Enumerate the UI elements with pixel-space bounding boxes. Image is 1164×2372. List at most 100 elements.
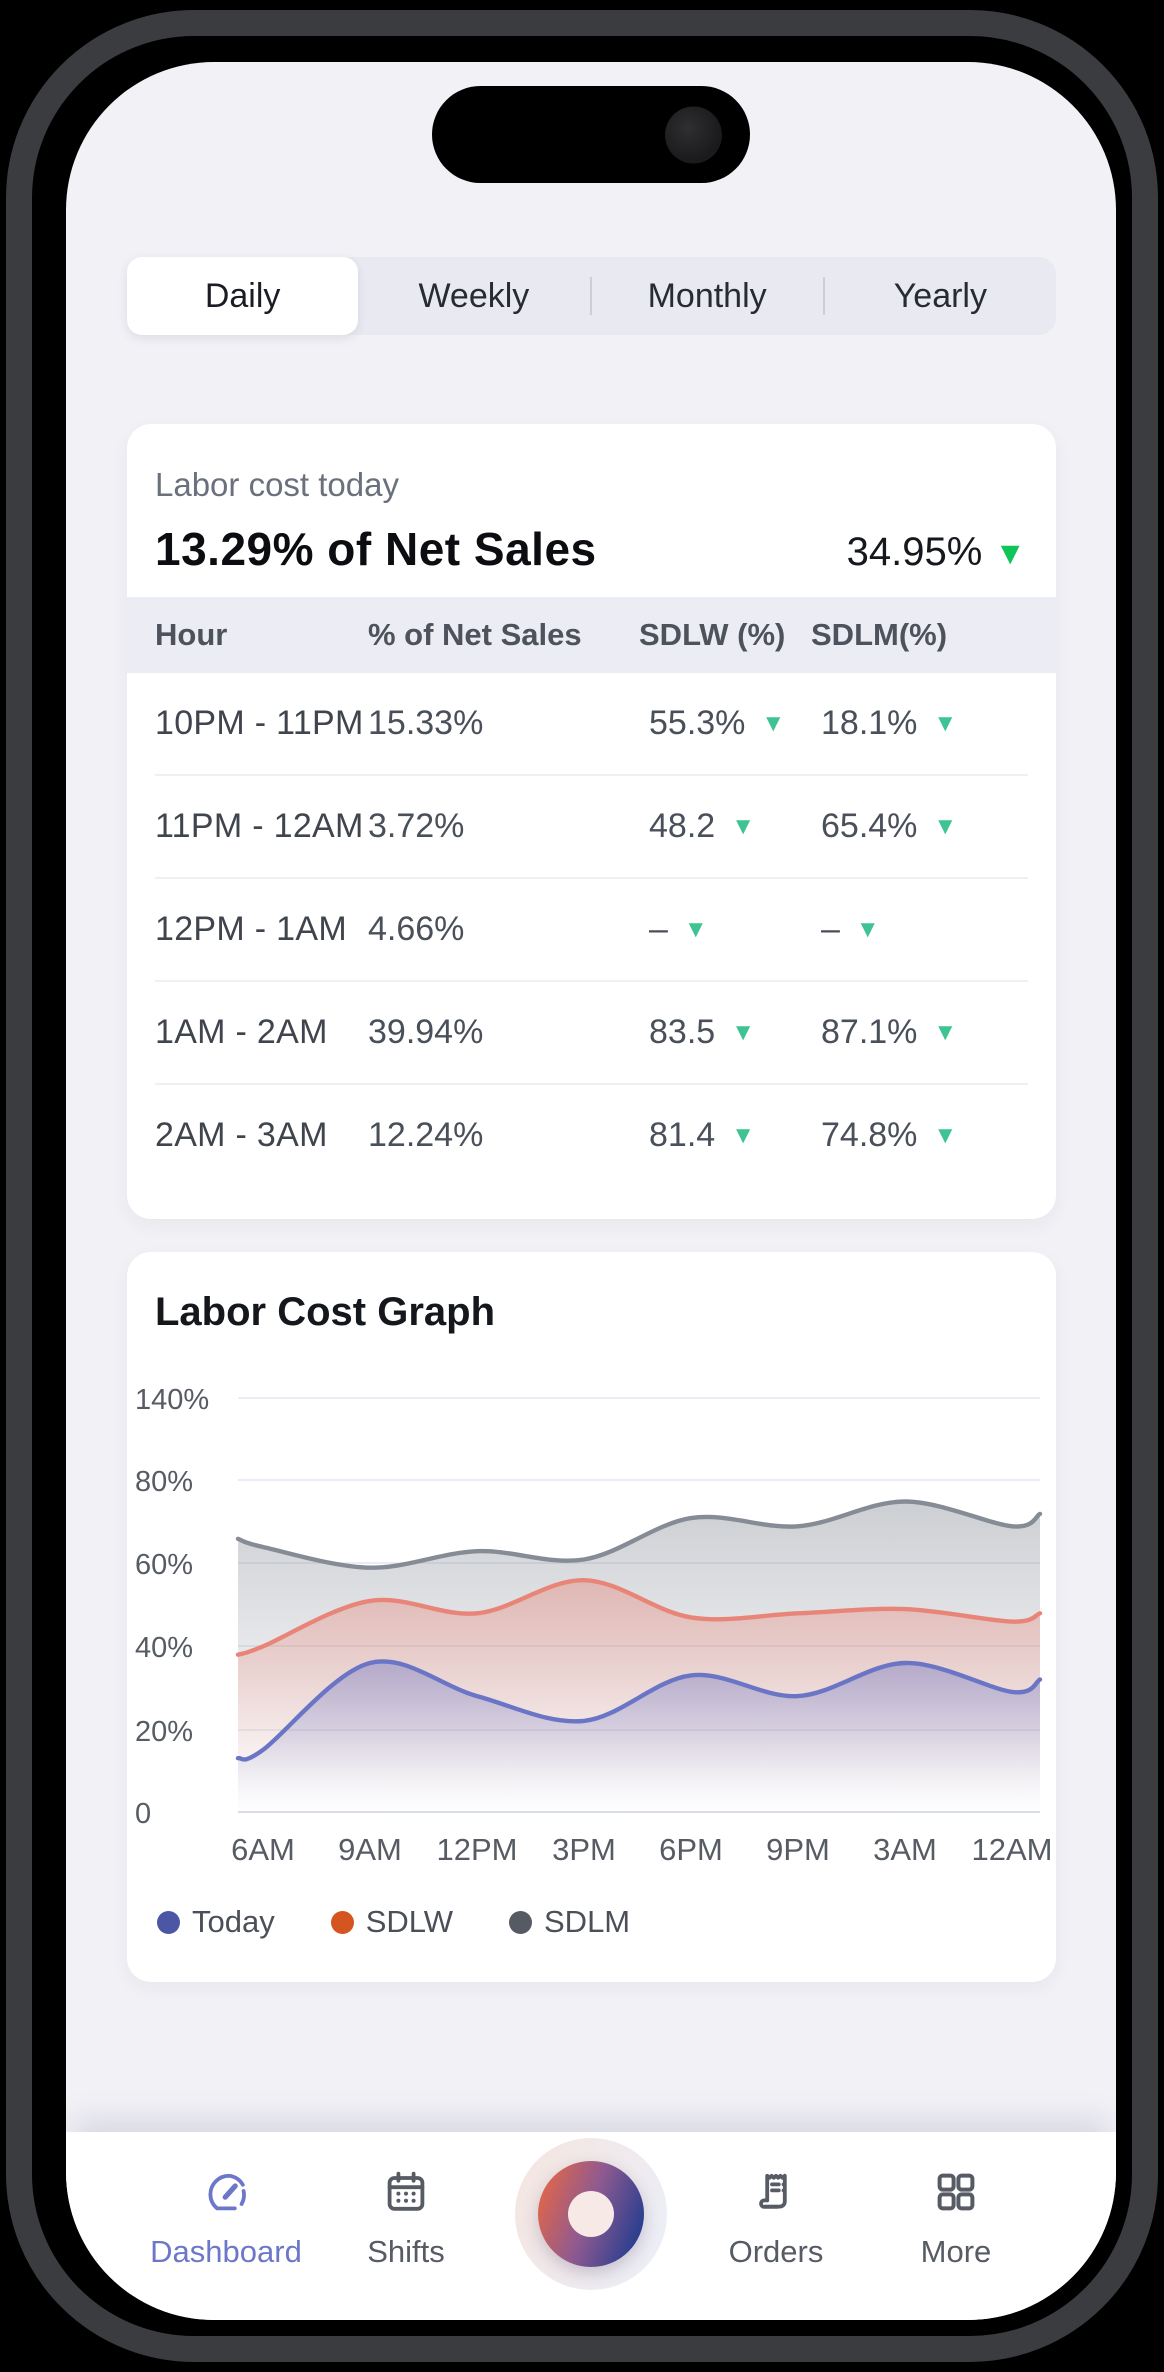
decrease-triangle-icon: ▼ [731,1018,755,1046]
center-action-wrap [511,2132,671,2320]
table-row: 12PM - 1AM 4.66% – ▼ – ▼ [155,879,1028,982]
legend-label: SDLW [365,1904,453,1939]
decrease-triangle-icon: ▼ [994,534,1026,571]
row-sdlw: 83.5 ▼ [649,1013,755,1051]
row-sdlm: 74.8% ▼ [821,1116,958,1154]
nav-label: More [920,2234,992,2269]
change-value: 34.95% [846,530,983,574]
tab-divider [589,277,592,315]
decrease-triangle-icon: ▼ [933,812,958,840]
col-sdlm: SDLM(%) [811,617,948,652]
more-grid-icon [937,2173,975,2211]
table-row: 11PM - 12AM 3.72% 48.2 ▼ 65.4% ▼ [155,776,1028,879]
row-sdlw: 81.4 ▼ [649,1116,755,1154]
table-header: Hour % of Net Sales SDLW (%) SDLM(%) [127,597,1056,673]
dynamic-island [432,86,750,183]
svg-text:6PM: 6PM [659,1832,723,1867]
row-sdlw: – ▼ [649,910,708,948]
tab-yearly[interactable]: Yearly [893,276,987,315]
table-row: 2AM - 3AM 12.24% 81.4 ▼ 74.8% ▼ [155,1085,1028,1186]
nav-item-more[interactable]: More [881,2132,1031,2320]
row-hour: 11PM - 12AM [155,807,364,845]
row-sdlm: 87.1% ▼ [821,1013,958,1051]
svg-text:9AM: 9AM [338,1832,402,1867]
period-segmented-control: Daily Weekly Monthly Yearly [127,257,1056,335]
sdlw-legend-dot-icon [330,1910,354,1934]
svg-text:20%: 20% [135,1716,193,1748]
tab-divider [822,277,825,315]
col-net-sales: % of Net Sales [368,617,582,652]
row-net-sales: 15.33% [368,704,484,742]
legend-item-today: Today [157,1904,275,1940]
decrease-triangle-icon: ▼ [761,709,786,737]
front-camera [665,106,722,163]
legend-label: SDLM [544,1904,631,1939]
row-hour: 10PM - 11PM [155,704,364,742]
nav-label: Shifts [367,2234,445,2269]
row-net-sales: 4.66% [368,910,465,948]
chart-legend: Today SDLW SDLM [157,1904,630,1940]
row-sdlw: 55.3% ▼ [649,704,786,742]
bottom-navigation-bar: Dashboard Shifts [66,2132,1116,2320]
svg-text:12PM: 12PM [437,1832,518,1867]
row-hour: 1AM - 2AM [155,1013,328,1051]
col-hour: Hour [155,617,228,652]
phone-screen: Daily Weekly Monthly Yearly Labor cost t… [66,62,1116,2320]
svg-text:80%: 80% [135,1466,193,1498]
table-row: 1AM - 2AM 39.94% 83.5 ▼ 87.1% ▼ [155,982,1028,1085]
svg-text:3AM: 3AM [873,1832,937,1867]
labor-cost-card: Labor cost today 13.29% of Net Sales 34.… [127,424,1056,1219]
svg-text:3PM: 3PM [552,1832,616,1867]
row-net-sales: 39.94% [368,1013,484,1051]
nav-label: Dashboard [150,2234,302,2269]
labor-cost-headline: 13.29% of Net Sales [155,523,597,575]
sdlm-legend-dot-icon [509,1910,532,1934]
decrease-triangle-icon: ▼ [933,1018,958,1046]
tab-daily[interactable]: Daily [127,257,359,335]
nav-item-dashboard[interactable]: Dashboard [150,2132,302,2320]
nav-label: Orders [728,2234,824,2269]
legend-item-sdlw: SDLW [330,1904,453,1940]
legend-label: Today [192,1904,275,1939]
row-sdlm: 65.4% ▼ [821,807,958,845]
labor-cost-graph-card: Labor Cost Graph 140% 80% 60% 40% 20% 0 6AM 9AM… [127,1252,1056,1982]
dashboard-gauge-icon [208,2173,246,2211]
col-sdlw: SDLW (%) [639,617,786,652]
svg-text:60%: 60% [135,1549,193,1581]
row-sdlm: – ▼ [821,910,880,948]
table-row: 10PM - 11PM 15.33% 55.3% ▼ 18.1% ▼ [155,673,1028,776]
row-hour: 2AM - 3AM [155,1116,328,1154]
svg-text:9PM: 9PM [766,1832,830,1867]
labor-cost-area-chart: 140% 80% 60% 40% 20% 0 6AM 9AM 12PM 3PM 6PM 9PM 3AM 1… [135,1384,1053,1867]
today-legend-dot-icon [157,1910,180,1934]
row-hour: 12PM - 1AM [155,910,347,948]
graph-title: Labor Cost Graph [155,1290,496,1334]
decrease-triangle-icon: ▼ [731,1121,755,1149]
nav-item-orders[interactable]: Orders [701,2132,851,2320]
svg-text:140%: 140% [135,1384,209,1416]
labor-table-body: 10PM - 11PM 15.33% 55.3% ▼ 18.1% ▼ 11PM - … [127,673,1056,1219]
row-net-sales: 3.72% [368,807,465,845]
shifts-calendar-icon [387,2171,425,2211]
row-sdlw: 48.2 ▼ [649,807,755,845]
decrease-triangle-icon: ▼ [683,915,708,943]
orders-receipt-icon [759,2173,787,2209]
svg-text:12AM: 12AM [972,1832,1053,1867]
donut-ring-icon [538,2161,644,2267]
row-net-sales: 12.24% [368,1116,484,1154]
svg-text:40%: 40% [135,1632,193,1664]
row-sdlm: 18.1% ▼ [821,704,958,742]
labor-cost-change: 34.95% ▼ [847,530,1026,575]
decrease-triangle-icon: ▼ [731,812,755,840]
svg-text:6AM: 6AM [231,1832,295,1867]
tab-weekly[interactable]: Weekly [418,276,530,315]
center-donut-button[interactable] [515,2138,667,2290]
svg-text:0: 0 [135,1798,151,1830]
labor-cost-subtitle: Labor cost today [155,466,399,503]
nav-item-shifts[interactable]: Shifts [331,2132,481,2320]
decrease-triangle-icon: ▼ [933,1121,958,1149]
tab-monthly[interactable]: Monthly [647,276,767,315]
decrease-triangle-icon: ▼ [855,915,880,943]
legend-item-sdlm: SDLM [509,1904,630,1940]
decrease-triangle-icon: ▼ [933,709,958,737]
